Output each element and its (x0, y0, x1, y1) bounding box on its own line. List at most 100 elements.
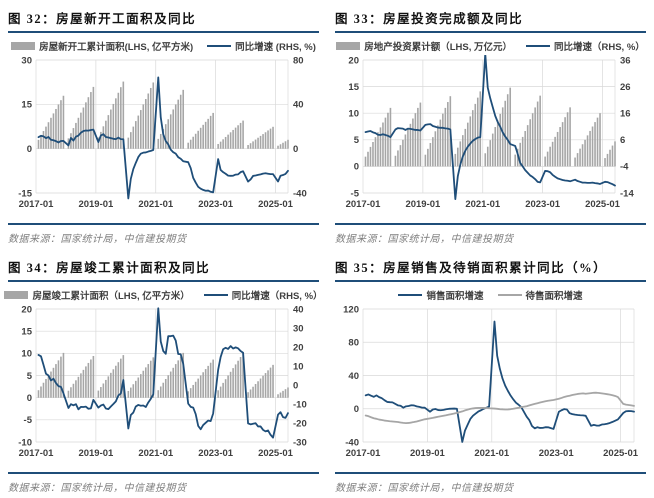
figure-35-title: 图 35：房屋销售及待销面积累计同比（%） (335, 261, 608, 275)
svg-text:-30: -30 (293, 437, 307, 448)
svg-text:-40: -40 (345, 437, 359, 448)
svg-text:0: 0 (27, 393, 32, 404)
line-series-label: 同比增速 (RHS, %) (235, 42, 316, 53)
inventory-line-swatch (497, 293, 522, 297)
bar-series-swatch (4, 291, 29, 299)
svg-text:2017-01: 2017-01 (346, 448, 382, 459)
svg-text:30: 30 (21, 55, 32, 66)
line-series-swatch (203, 293, 228, 297)
svg-text:2025-01: 2025-01 (603, 448, 639, 459)
bar-series-swatch (11, 42, 36, 50)
svg-text:2023-01: 2023-01 (198, 448, 234, 459)
legend-item-line: 同比增速 (RHS, %) (207, 39, 316, 53)
svg-text:0: 0 (354, 404, 359, 415)
title-underline (335, 31, 646, 33)
bar-series-swatch (336, 42, 361, 50)
legend-item-bars: 房屋新开工累计面积(LHS, 亿平方米) (11, 39, 193, 53)
source-note: 数据来源：国家统计局，中信建投期货 (335, 483, 514, 494)
legend-item-line: 同比增速（RHS, %） (525, 39, 645, 53)
svg-text:2019-01: 2019-01 (78, 448, 114, 459)
svg-text:-4: -4 (620, 162, 629, 173)
divider-line (8, 223, 319, 225)
svg-text:20: 20 (21, 304, 32, 315)
svg-text:40: 40 (348, 371, 359, 382)
svg-text:15: 15 (348, 82, 359, 93)
title-underline (335, 280, 646, 282)
svg-text:15: 15 (21, 326, 32, 337)
svg-text:20: 20 (293, 342, 304, 353)
title-underline (8, 31, 319, 33)
legend-item-bars: 房屋竣工累计面积（LHS, 亿平方米） (4, 288, 190, 302)
svg-text:2023-01: 2023-01 (198, 199, 234, 210)
svg-text:10: 10 (21, 349, 32, 360)
bar-series (364, 87, 616, 167)
bar-series-label: 房屋竣工累计面积（LHS, 亿平方米） (32, 291, 190, 302)
inventory-line-label: 待售面积增速 (525, 291, 583, 302)
svg-text:2025-01: 2025-01 (585, 199, 621, 210)
svg-text:2019-01: 2019-01 (78, 199, 114, 210)
svg-text:40: 40 (293, 304, 304, 315)
svg-text:2017-01: 2017-01 (19, 199, 55, 210)
bar-series (37, 352, 289, 398)
svg-text:2021-01: 2021-01 (138, 448, 174, 459)
svg-text:120: 120 (343, 304, 359, 315)
svg-text:2017-01: 2017-01 (19, 448, 55, 459)
figure-35: 图 35：房屋销售及待销面积累计同比（%） 销售面积增速 待售面积增速 120 8… (327, 249, 654, 498)
svg-text:2025-01: 2025-01 (258, 448, 294, 459)
figure-34: 图 34：房屋竣工累计面积及同比 房屋竣工累计面积（LHS, 亿平方米） 同比增… (0, 249, 327, 498)
source-note: 数据来源：国家统计局，中信建投期货 (8, 234, 187, 245)
figure-32-title: 图 32：房屋新开工面积及同比 (8, 12, 197, 26)
yoy-line (37, 76, 289, 200)
line-series-swatch (525, 44, 550, 48)
figure-34-title: 图 34：房屋竣工累计面积及同比 (8, 261, 211, 275)
svg-text:16: 16 (620, 109, 631, 120)
svg-text:0: 0 (354, 162, 359, 173)
gridlines (362, 59, 616, 194)
svg-text:2021-01: 2021-01 (138, 199, 174, 210)
svg-text:-40: -40 (293, 188, 307, 199)
svg-text:80: 80 (293, 55, 304, 66)
svg-text:80: 80 (348, 338, 359, 349)
figure-33-chart: 20 15 10 5 0 -5 36 26 16 6 -4 -14 2017-01 2019-01 2021… (346, 55, 635, 210)
svg-text:2017-01: 2017-01 (346, 199, 382, 210)
source-note: 数据来源：国家统计局，中信建投期货 (8, 483, 187, 494)
svg-text:-10: -10 (293, 399, 307, 410)
svg-text:-10: -10 (18, 437, 32, 448)
svg-text:40: 40 (293, 100, 304, 111)
yoy-line (364, 55, 616, 201)
line-series-label: 同比增速（RHS, %） (553, 42, 645, 53)
axis-tick-labels: 20 15 10 5 0 -5 36 26 16 6 -4 -14 2017-01 2019-01 2021… (346, 55, 635, 210)
figure-32-chart: 30 15 0 -15 80 40 0 -40 2017-01 2019-01 2021-01 202… (18, 55, 307, 210)
svg-text:-5: -5 (351, 188, 360, 199)
svg-text:5: 5 (354, 135, 360, 146)
svg-text:36: 36 (620, 55, 631, 66)
axis-tick-labels: 20 15 10 5 0 -5 -10 40 30 20 10 0 -10 -20 -30 2017-01 20… (18, 304, 306, 459)
svg-text:0: 0 (293, 380, 298, 391)
yoy-line (37, 307, 289, 439)
figure-34-legend: 房屋竣工累计面积（LHS, 亿平方米） 同比增速（RHS, %） (4, 288, 323, 302)
bar-series-label: 房屋新开工累计面积(LHS, 亿平方米) (39, 42, 194, 53)
svg-text:2021-01: 2021-01 (465, 199, 501, 210)
figure-34-chart: 20 15 10 5 0 -5 -10 40 30 20 10 0 -10 -20 -30 2017-01 20… (18, 304, 306, 459)
sales-line-swatch (398, 293, 423, 297)
figure-33-legend: 房地产投资累计额（LHS, 万亿元） 同比增速（RHS, %） (335, 39, 646, 53)
svg-text:-20: -20 (293, 418, 307, 429)
gridlines (35, 308, 289, 443)
legend-item-inventory-line: 待售面积增速 (497, 288, 583, 302)
svg-text:0: 0 (293, 144, 298, 155)
figure-33-title: 图 33：房屋投资完成额及同比 (335, 12, 524, 26)
svg-text:-15: -15 (18, 188, 32, 199)
line-series-0 (364, 320, 635, 443)
svg-text:26: 26 (620, 82, 631, 93)
svg-text:10: 10 (293, 361, 304, 372)
svg-text:-14: -14 (620, 188, 634, 199)
svg-text:0: 0 (27, 144, 32, 155)
sales-line-label: 销售面积增速 (426, 291, 484, 302)
svg-text:-5: -5 (24, 415, 33, 426)
legend-item-line: 同比增速（RHS, %） (203, 288, 323, 302)
svg-text:2021-01: 2021-01 (474, 448, 510, 459)
bar-series-label: 房地产投资累计额（LHS, 万亿元） (364, 42, 512, 53)
